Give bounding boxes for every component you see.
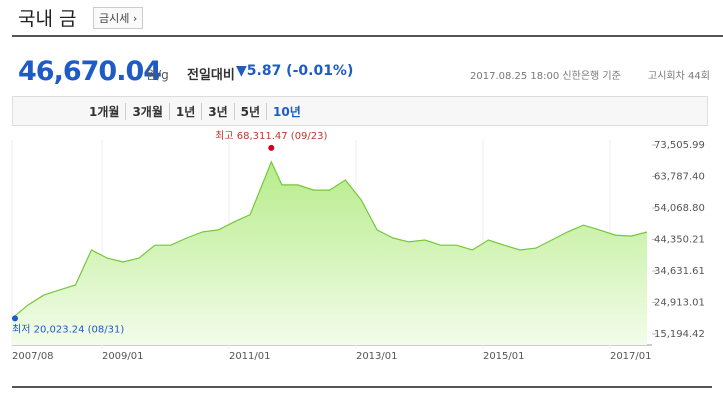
x-tick-label: 2017/01 bbox=[610, 351, 652, 362]
period-tab[interactable]: 5년 bbox=[233, 102, 266, 120]
max-label: 최고 68,311.47 (09/23) bbox=[215, 130, 327, 142]
tab-bar: 1개월 3개월 1년 3년 5년 10년 bbox=[12, 96, 708, 126]
line bbox=[11, 160, 648, 319]
period-tab[interactable]: 3년 bbox=[201, 102, 233, 120]
round: 고시회차 44회 bbox=[648, 71, 710, 82]
min-point bbox=[12, 315, 18, 322]
x-tick-label: 2015/01 bbox=[483, 351, 525, 362]
min-label: 최저 20,023.24 (08/31) bbox=[12, 323, 124, 335]
x-tick-label: 2007/08 bbox=[12, 351, 54, 362]
period-tab[interactable]: 10년 bbox=[266, 102, 307, 120]
period-tab[interactable]: 1개월 bbox=[89, 104, 120, 119]
price-button[interactable]: 금시세 › bbox=[93, 7, 144, 29]
y-tick-label: 54,068.80 bbox=[654, 203, 705, 214]
period-tab[interactable]: 1년 bbox=[168, 102, 201, 120]
max-point bbox=[268, 144, 275, 151]
separator bbox=[12, 386, 712, 388]
unit: 원/g bbox=[146, 68, 169, 82]
period-tab[interactable]: 3개월 bbox=[125, 102, 168, 120]
price: 46,670.04 bbox=[18, 56, 162, 87]
x-tick-label: 2013/01 bbox=[356, 351, 398, 362]
date: 2017.08.25 18:00 신한은행 기준 bbox=[470, 71, 621, 82]
x-tick-label: 2011/01 bbox=[229, 351, 271, 362]
compare-label: 전일대비 bbox=[187, 68, 235, 83]
y-tick-label: 63,787.40 bbox=[654, 171, 705, 182]
y-tick-label: 34,631.61 bbox=[654, 266, 705, 277]
y-tick-label: 73,505.99 bbox=[654, 140, 705, 151]
x-tick-label: 2009/01 bbox=[102, 351, 144, 362]
separator bbox=[12, 35, 723, 37]
y-tick-label: 15,194.42 bbox=[654, 329, 705, 340]
y-tick-label: 24,913.01 bbox=[654, 298, 705, 309]
title: 국내 금 bbox=[18, 8, 77, 30]
change: ▼5.87 (-0.01%) bbox=[236, 63, 354, 79]
area bbox=[12, 161, 647, 345]
y-tick-label: 44,350.21 bbox=[654, 234, 705, 245]
